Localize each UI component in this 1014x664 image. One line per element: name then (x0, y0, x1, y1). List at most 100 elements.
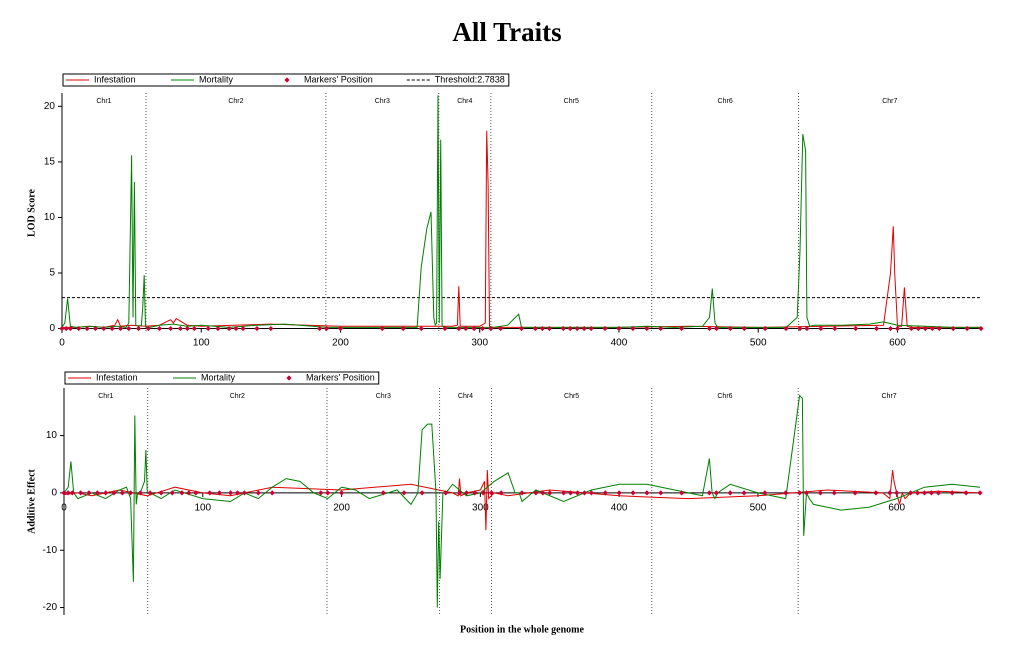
chr-label: Chr5 (564, 393, 579, 400)
marker-point (158, 490, 164, 496)
marker-point (268, 325, 274, 332)
chr-label: Chr4 (458, 393, 473, 400)
marker-point (533, 490, 539, 496)
marker-point (61, 490, 67, 496)
marker-point (63, 325, 69, 332)
marker-point (602, 325, 608, 332)
chr-label: Chr1 (96, 98, 111, 105)
marker-point (964, 325, 970, 332)
marker-point (216, 490, 223, 496)
marker-point (978, 325, 984, 332)
marker-point (963, 490, 969, 496)
marker-point (463, 325, 469, 332)
marker-point (338, 490, 345, 496)
marker-point (145, 325, 151, 332)
marker-point (488, 325, 494, 332)
marker-point (240, 325, 246, 332)
chr-label: Chr1 (98, 393, 113, 400)
marker-point (539, 325, 545, 332)
marker-point (894, 490, 900, 496)
marker-point (76, 325, 82, 332)
marker-point (796, 490, 803, 496)
marker-point (254, 325, 260, 332)
chr-label: Chr3 (376, 393, 391, 400)
chr-label: Chr6 (717, 393, 732, 400)
marker-point (706, 490, 712, 496)
marker-point (227, 490, 234, 496)
marker-point (887, 490, 893, 496)
marker-point (498, 325, 504, 332)
marker-point (567, 325, 573, 332)
y-tick-label: 0 (49, 323, 55, 334)
marker-point (908, 490, 914, 496)
marker-point (92, 325, 99, 332)
marker-point (803, 490, 810, 496)
marker-point (581, 325, 587, 332)
x-tick-label: 300 (471, 338, 488, 349)
marker-point (518, 325, 525, 332)
marker-point (783, 325, 789, 332)
legend-label: Infestation (94, 74, 136, 84)
marker-point (817, 490, 823, 496)
x-tick-label: 100 (194, 503, 211, 514)
chr-label: Chr3 (375, 98, 390, 105)
marker-point (547, 490, 553, 496)
chr-label: Chr2 (228, 98, 243, 105)
marker-point (616, 325, 622, 332)
legend-swatch (284, 77, 290, 83)
chr-label: Chr2 (230, 393, 245, 400)
marker-point (168, 325, 174, 332)
data-line (61, 95, 981, 328)
marker-point (873, 325, 880, 332)
marker-point (233, 325, 239, 332)
marker-point (442, 325, 448, 332)
marker-point (727, 490, 733, 496)
y-tick-label: -20 (43, 602, 58, 613)
x-tick-label: 100 (193, 338, 210, 349)
marker-point (908, 325, 914, 332)
legend: Infestation Mortality Markers' Position (64, 371, 380, 385)
chart-title: All Traits (452, 17, 561, 47)
marker-point (67, 325, 73, 332)
marker-point (852, 490, 858, 496)
marker-point (255, 490, 261, 496)
y-axis-label: LOD Score (26, 189, 37, 237)
y-tick-label: 0 (51, 488, 57, 499)
chr-label: Chr7 (882, 98, 897, 105)
y-tick-label: 20 (44, 101, 56, 112)
marker-point (379, 325, 385, 332)
marker-point (101, 325, 107, 332)
marker-point (914, 490, 921, 496)
marker-point (177, 325, 183, 332)
marker-point (318, 490, 324, 496)
legend-label: Mortality (201, 372, 236, 382)
marker-point (472, 490, 478, 496)
x-tick-label: 500 (750, 503, 767, 514)
marker-point (630, 325, 636, 332)
marker-point (119, 490, 125, 496)
marker-point (630, 490, 636, 496)
chr-label: Chr6 (718, 98, 733, 105)
marker-point (929, 325, 935, 332)
marker-point (94, 490, 100, 496)
marker-point (419, 490, 425, 496)
legend-swatch (286, 375, 292, 381)
marker-point (679, 490, 685, 496)
marker-point (156, 325, 163, 332)
data-line (62, 130, 981, 328)
marker-point (84, 325, 90, 332)
chr-label: Chr5 (564, 98, 579, 105)
marker-point (741, 325, 747, 332)
legend-box (64, 371, 380, 385)
marker-point (741, 490, 747, 496)
y-tick-label: 15 (44, 157, 56, 168)
marker-point (418, 325, 424, 332)
marker-point (498, 490, 504, 496)
legend-label: Threshold:2.7838 (435, 74, 505, 84)
marker-point (480, 490, 486, 496)
marker-point (69, 490, 75, 496)
marker-point (818, 325, 824, 332)
marker-point (713, 490, 719, 496)
marker-point (186, 490, 192, 496)
marker-point (137, 490, 143, 496)
